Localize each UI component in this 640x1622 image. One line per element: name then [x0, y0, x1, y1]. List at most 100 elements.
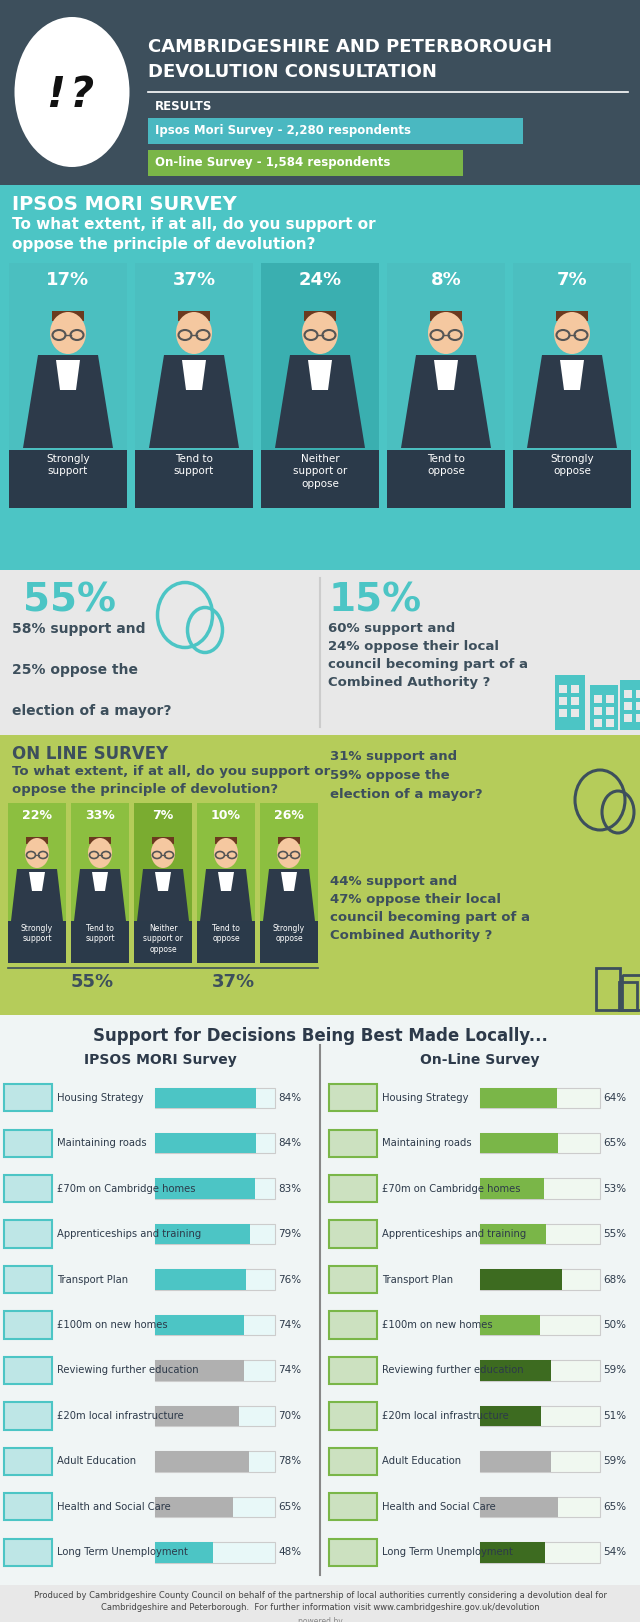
- Bar: [480, 1132, 600, 1153]
- Text: £100m on new homes: £100m on new homes: [382, 1320, 493, 1330]
- Bar: [606, 707, 614, 715]
- Text: Maintaining roads: Maintaining roads: [57, 1139, 147, 1148]
- Polygon shape: [11, 869, 63, 921]
- Text: CAMBRIDGESHIRE AND PETERBOROUGH: CAMBRIDGESHIRE AND PETERBOROUGH: [148, 37, 552, 57]
- Text: £20m local infrastructure: £20m local infrastructure: [382, 1411, 509, 1421]
- Text: 65%: 65%: [603, 1139, 626, 1148]
- Polygon shape: [137, 869, 189, 921]
- Text: 60% support and
24% oppose their local
council becoming part of a
Combined Autho: 60% support and 24% oppose their local c…: [328, 621, 528, 689]
- Text: Long Term Unemployment: Long Term Unemployment: [57, 1547, 188, 1557]
- Bar: [155, 1361, 244, 1380]
- Text: Tend to
oppose: Tend to oppose: [427, 454, 465, 477]
- Text: 15%: 15%: [328, 582, 422, 620]
- Bar: [4, 1311, 52, 1338]
- Text: Transport Plan: Transport Plan: [57, 1275, 128, 1285]
- Text: 65%: 65%: [278, 1502, 301, 1512]
- Bar: [4, 1220, 52, 1247]
- Text: Tend to
support: Tend to support: [85, 925, 115, 944]
- Bar: [178, 311, 210, 321]
- Ellipse shape: [15, 16, 129, 167]
- Bar: [71, 921, 129, 963]
- Bar: [571, 684, 579, 693]
- Text: 17%: 17%: [47, 271, 90, 289]
- Bar: [4, 1220, 52, 1247]
- Bar: [155, 1225, 275, 1244]
- Ellipse shape: [25, 839, 49, 868]
- Text: 59%: 59%: [603, 1457, 626, 1466]
- Bar: [329, 1311, 377, 1338]
- Bar: [480, 1361, 551, 1380]
- Text: 33%: 33%: [85, 809, 115, 822]
- Bar: [152, 837, 174, 843]
- Ellipse shape: [176, 311, 212, 354]
- Text: Tend to
support: Tend to support: [174, 454, 214, 477]
- Text: Apprenticeships and training: Apprenticeships and training: [57, 1229, 201, 1239]
- Bar: [329, 1494, 377, 1520]
- Bar: [480, 1270, 562, 1289]
- Polygon shape: [56, 360, 80, 389]
- Bar: [559, 709, 567, 717]
- Text: 78%: 78%: [278, 1457, 301, 1466]
- Bar: [480, 1452, 600, 1471]
- Bar: [329, 1311, 377, 1338]
- Bar: [480, 1315, 600, 1335]
- Bar: [4, 1265, 52, 1293]
- Polygon shape: [434, 360, 458, 389]
- Bar: [304, 311, 336, 321]
- Text: 79%: 79%: [278, 1229, 301, 1239]
- Ellipse shape: [277, 839, 301, 868]
- Text: DEVOLUTION CONSULTATION: DEVOLUTION CONSULTATION: [148, 63, 437, 81]
- Text: To what extent, if at all, do you support or: To what extent, if at all, do you suppor…: [12, 217, 376, 232]
- Bar: [619, 981, 637, 1011]
- Bar: [480, 1543, 600, 1562]
- Bar: [624, 702, 632, 710]
- Text: 50%: 50%: [603, 1320, 626, 1330]
- Text: Support for Decisions Being Best Made Locally...: Support for Decisions Being Best Made Lo…: [93, 1027, 547, 1045]
- Polygon shape: [308, 360, 332, 389]
- Bar: [155, 1132, 256, 1153]
- Bar: [71, 803, 129, 963]
- Bar: [329, 1539, 377, 1565]
- Bar: [480, 1270, 600, 1289]
- Bar: [606, 719, 614, 727]
- Bar: [329, 1448, 377, 1474]
- Polygon shape: [92, 873, 108, 890]
- Text: Cambridgeshire and Peterborough.  For further information visit www.cambridgeshi: Cambridgeshire and Peterborough. For fur…: [100, 1603, 540, 1612]
- Bar: [329, 1083, 377, 1111]
- Bar: [329, 1358, 377, 1384]
- Polygon shape: [149, 355, 239, 448]
- Polygon shape: [560, 360, 584, 389]
- Polygon shape: [23, 355, 113, 448]
- Polygon shape: [527, 355, 617, 448]
- Text: RESULTS: RESULTS: [155, 101, 212, 114]
- Bar: [556, 311, 588, 321]
- Ellipse shape: [302, 311, 338, 354]
- Bar: [594, 719, 602, 727]
- Bar: [329, 1129, 377, 1156]
- Bar: [480, 1497, 600, 1517]
- Bar: [387, 263, 505, 508]
- Bar: [52, 311, 84, 321]
- Bar: [148, 118, 523, 144]
- Text: 31% support and
59% oppose the
election of a mayor?: 31% support and 59% oppose the election …: [330, 749, 483, 801]
- Text: 8%: 8%: [431, 271, 461, 289]
- Text: To what extent, if at all, do you support or: To what extent, if at all, do you suppor…: [12, 766, 330, 779]
- Ellipse shape: [151, 839, 175, 868]
- Bar: [329, 1403, 377, 1429]
- Bar: [155, 1452, 275, 1471]
- Bar: [329, 1265, 377, 1293]
- Bar: [197, 803, 255, 963]
- Bar: [571, 709, 579, 717]
- Text: 54%: 54%: [603, 1547, 626, 1557]
- Bar: [155, 1543, 212, 1562]
- Text: 37%: 37%: [172, 271, 216, 289]
- Bar: [8, 921, 66, 963]
- Text: Adult Education: Adult Education: [382, 1457, 461, 1466]
- Bar: [0, 735, 640, 1015]
- Text: 22%: 22%: [22, 809, 52, 822]
- Bar: [4, 1174, 52, 1202]
- Text: Strongly
oppose: Strongly oppose: [550, 454, 594, 477]
- Text: 70%: 70%: [278, 1411, 301, 1421]
- Ellipse shape: [50, 311, 86, 354]
- Bar: [4, 1403, 52, 1429]
